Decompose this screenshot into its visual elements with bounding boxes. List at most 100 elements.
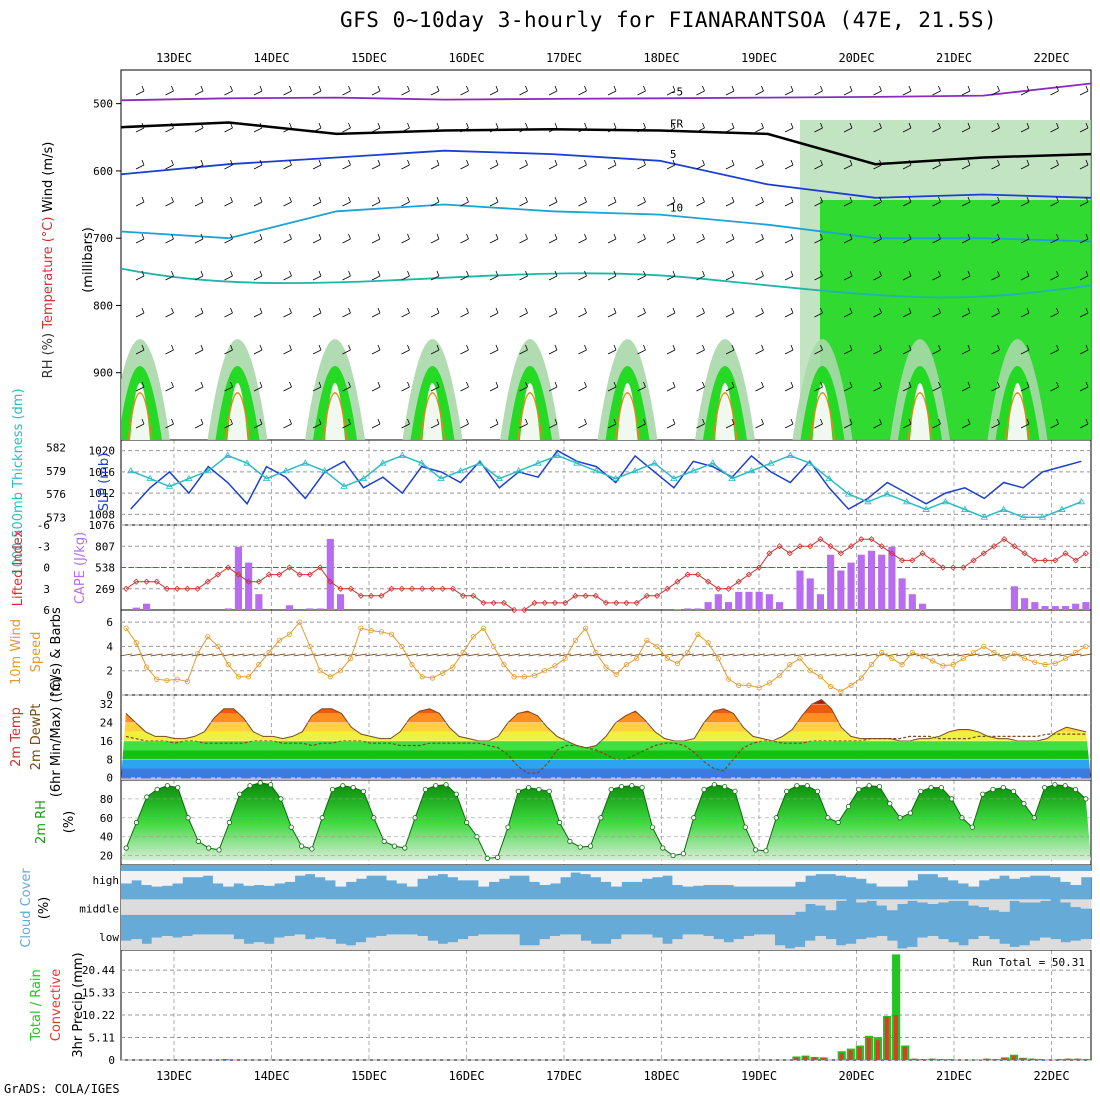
- cloud-gap: [325, 939, 336, 950]
- cape-bar: [908, 594, 916, 610]
- rh-point: [783, 788, 790, 794]
- cloud-gap: [621, 899, 633, 915]
- y-tick-label: 800: [93, 299, 113, 312]
- thickness-tick-label: 582: [46, 442, 66, 455]
- wind-barb: [607, 85, 617, 96]
- cloud-gap: [488, 934, 500, 950]
- wind-barb: [489, 344, 499, 355]
- rh-point: [360, 788, 367, 794]
- wind-barb: [637, 344, 646, 355]
- wind-barb: [843, 381, 853, 392]
- panel-frame-precip: [120, 949, 1092, 1061]
- wind-barb: [460, 344, 469, 355]
- cloud-gap: [764, 871, 775, 887]
- cloud-gap: [570, 934, 581, 950]
- rh-point: [175, 784, 181, 791]
- precip-ylabel1: 3hr Precip (mm): [71, 952, 86, 1057]
- cloud-gap: [754, 899, 765, 915]
- wind-barb: [489, 122, 499, 133]
- wind-barb: [637, 381, 646, 392]
- date-label-top: 18DEC: [643, 51, 679, 65]
- cloud-gap: [478, 871, 490, 887]
- cloud-gap: [805, 899, 816, 905]
- cloud-gap: [723, 899, 735, 915]
- li-point: [807, 543, 814, 550]
- precip-bar-convective: [939, 1059, 944, 1060]
- cloud-gap: [570, 899, 581, 915]
- cloud-gap: [631, 871, 643, 882]
- li-point: [909, 557, 916, 564]
- wind-barb: [578, 85, 587, 96]
- wind-barb: [578, 307, 587, 318]
- cloud-gap: [886, 940, 898, 950]
- rh-point: [206, 845, 212, 851]
- cloud-gap: [1009, 871, 1021, 879]
- wind-barb: [460, 196, 469, 207]
- cloud-gap: [1009, 946, 1021, 950]
- wind-barb: [120, 653, 133, 657]
- wind-barb: [312, 196, 322, 207]
- wind-barb: [753, 653, 766, 657]
- precip-bar-convective: [902, 1046, 907, 1060]
- cloud-gap: [202, 899, 214, 915]
- cloud-gap: [529, 899, 541, 915]
- cloud-gap: [355, 942, 367, 950]
- temp-ylabel-a: 2m Temp: [9, 707, 24, 767]
- isotherm-5: [121, 149, 1091, 199]
- cloud-gap: [243, 899, 255, 915]
- cape-bar: [1051, 606, 1059, 610]
- wind-barb: [784, 344, 794, 355]
- cloud-gap: [447, 942, 459, 950]
- cloud-gap: [509, 934, 520, 950]
- cape-bar: [704, 602, 712, 610]
- cloud-gap: [182, 871, 193, 878]
- cloud-gap: [376, 935, 387, 950]
- cloud-gap: [509, 871, 520, 876]
- wind-barb: [875, 653, 888, 657]
- wind-barb: [371, 344, 381, 355]
- temp-band: [121, 699, 1091, 705]
- cloud-panel: high middle low Cloud Cover (%): [19, 865, 1092, 950]
- cloud-gap: [182, 935, 193, 950]
- wind-barb: [843, 418, 853, 429]
- cloud-row-label: high: [93, 874, 120, 887]
- li-point: [817, 536, 824, 543]
- precip-bar-convective: [1011, 1055, 1016, 1060]
- precip-bar-convective: [857, 1046, 862, 1060]
- cloud-gap: [345, 945, 357, 950]
- date-label-top: 17DEC: [546, 51, 582, 65]
- wind-barb: [232, 653, 245, 657]
- cloud-gap: [325, 871, 336, 881]
- cloud-gap: [672, 939, 684, 950]
- wind-barb: [696, 85, 705, 96]
- wind-barb: [1079, 159, 1089, 170]
- wind-barb: [273, 653, 286, 657]
- cloud-gap: [805, 871, 816, 876]
- wind-barb: [519, 233, 528, 244]
- cape-bar: [745, 591, 753, 610]
- li-point: [378, 592, 385, 599]
- cape-bar: [827, 554, 835, 610]
- cloud-gap: [825, 939, 837, 950]
- cape-bar: [132, 607, 140, 610]
- wind-barb: [165, 418, 174, 429]
- upper-air-fill: -5 FR 5 10: [121, 82, 1091, 440]
- wind-barb: [253, 196, 263, 207]
- wind-barb: [194, 159, 204, 170]
- wind-barb: [936, 653, 950, 657]
- cloud-gap: [345, 871, 357, 882]
- wind-barb: [519, 159, 528, 170]
- wind-barb: [1079, 344, 1089, 355]
- wind-barb: [1050, 381, 1059, 392]
- wind-barb: [873, 307, 882, 318]
- cloud-gap: [703, 871, 714, 886]
- wind-barb: [637, 418, 646, 429]
- thickness-point: [476, 459, 484, 466]
- cloud-gap: [815, 871, 827, 875]
- wind-barb: [579, 653, 592, 657]
- rh-point: [257, 780, 263, 786]
- wind-barb: [303, 653, 316, 657]
- wind-barb: [666, 344, 676, 355]
- wind-barb: [140, 653, 153, 657]
- thickness-point: [398, 451, 407, 458]
